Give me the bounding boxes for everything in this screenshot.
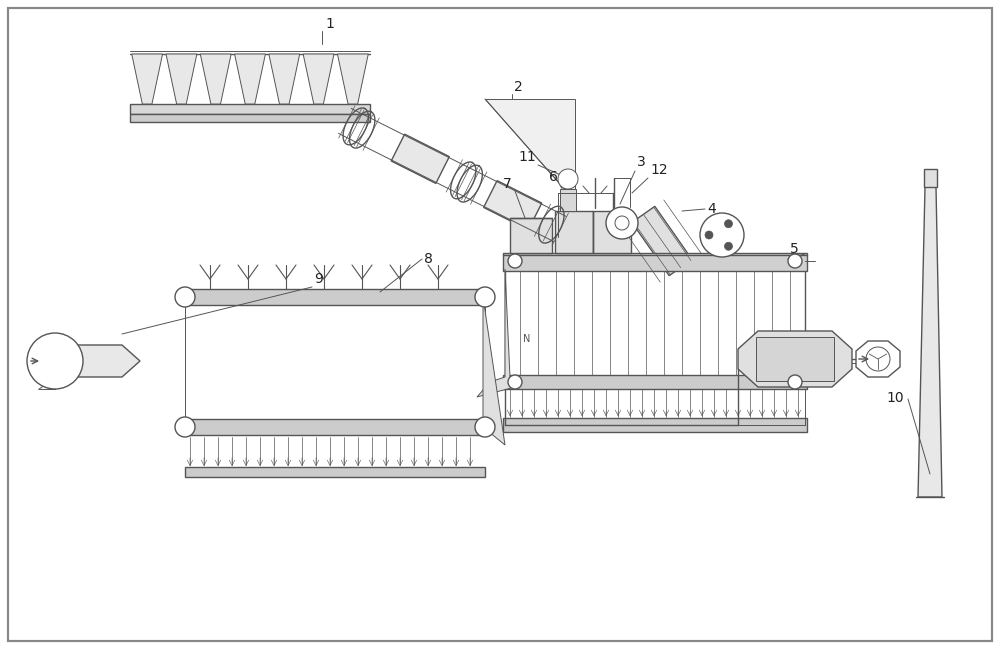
Bar: [185, 419, 485, 435]
Text: 10: 10: [886, 391, 904, 405]
Polygon shape: [38, 377, 55, 389]
Bar: [510, 218, 552, 253]
Bar: [130, 114, 370, 122]
Bar: [503, 375, 807, 389]
Polygon shape: [483, 297, 505, 445]
Circle shape: [558, 169, 578, 189]
Text: 9: 9: [314, 272, 323, 286]
Polygon shape: [269, 54, 300, 104]
Text: 8: 8: [424, 252, 433, 266]
Text: 2: 2: [514, 80, 523, 94]
Bar: [505, 269, 805, 377]
Text: 5: 5: [790, 242, 799, 256]
Bar: [560, 189, 576, 211]
Polygon shape: [856, 341, 900, 377]
Polygon shape: [200, 54, 231, 104]
Bar: [555, 211, 593, 253]
Text: 12: 12: [650, 163, 668, 177]
Circle shape: [724, 242, 732, 251]
Polygon shape: [235, 54, 265, 104]
Polygon shape: [484, 180, 542, 230]
Circle shape: [27, 333, 83, 389]
Text: 7: 7: [503, 177, 512, 191]
Polygon shape: [132, 54, 163, 104]
Circle shape: [606, 207, 638, 239]
Circle shape: [508, 375, 522, 389]
Bar: [185, 289, 485, 305]
Text: N: N: [523, 334, 531, 344]
Polygon shape: [477, 269, 515, 397]
Polygon shape: [166, 54, 197, 104]
Bar: [130, 104, 370, 114]
Bar: [503, 253, 807, 271]
Circle shape: [475, 287, 495, 307]
Polygon shape: [918, 187, 942, 497]
Text: 6: 6: [549, 170, 558, 184]
Bar: [924, 169, 937, 187]
Circle shape: [788, 375, 802, 389]
Circle shape: [724, 220, 732, 228]
Text: 1: 1: [325, 17, 334, 31]
Bar: [756, 337, 834, 381]
Polygon shape: [738, 331, 852, 387]
Polygon shape: [485, 99, 575, 201]
Text: 4: 4: [707, 202, 716, 216]
Text: 3: 3: [637, 155, 646, 169]
Circle shape: [615, 216, 629, 230]
Circle shape: [475, 417, 495, 437]
Circle shape: [788, 254, 802, 268]
Bar: [558, 215, 613, 237]
Text: 11: 11: [518, 150, 536, 164]
Circle shape: [175, 287, 195, 307]
Circle shape: [508, 254, 522, 268]
Polygon shape: [337, 54, 368, 104]
Polygon shape: [632, 206, 692, 276]
Polygon shape: [50, 345, 140, 377]
Bar: [593, 211, 631, 253]
Circle shape: [175, 417, 195, 437]
Bar: [503, 418, 807, 432]
Polygon shape: [391, 134, 449, 184]
Circle shape: [700, 213, 744, 257]
Circle shape: [705, 231, 713, 239]
Polygon shape: [303, 54, 334, 104]
Bar: [185, 467, 485, 477]
